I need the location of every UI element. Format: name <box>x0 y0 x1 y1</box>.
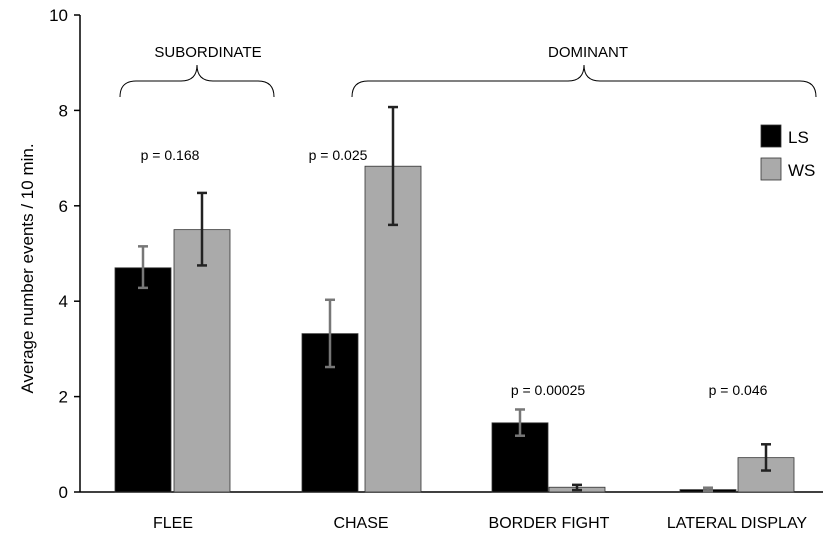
legend-swatch <box>760 124 782 148</box>
category-label: CHASE <box>333 515 388 532</box>
p-value-annotations: p = 0.168 p = 0.025 p = 0.00025 p = 0.046 <box>141 147 768 398</box>
y-tick-label: 10 <box>49 6 68 25</box>
legend: LS WS <box>760 124 815 181</box>
group-brace <box>119 64 275 98</box>
y-axis-label: Average number events / 10 min. <box>18 143 37 393</box>
p-value-label: p = 0.168 <box>141 147 200 163</box>
category-labels: FLEE CHASE BORDER FIGHT LATERAL DISPLAY <box>153 515 807 532</box>
legend-label: WS <box>788 161 815 180</box>
category-label: LATERAL DISPLAY <box>667 515 808 532</box>
y-tick-label: 0 <box>59 483 68 502</box>
group-brace <box>351 64 817 98</box>
y-axis-ticks: 0 2 4 6 8 10 <box>49 6 80 502</box>
bar-ls-flee <box>114 267 172 493</box>
legend-label: LS <box>788 128 809 147</box>
p-value-label: p = 0.025 <box>309 147 368 163</box>
p-value-label: p = 0.046 <box>709 382 768 398</box>
bar-ws-flee <box>173 229 231 493</box>
y-tick-label: 4 <box>59 292 68 311</box>
category-label: FLEE <box>153 515 193 532</box>
bars <box>114 165 795 493</box>
group-braces: SUBORDINATE DOMINANT <box>119 44 817 98</box>
p-value-label: p = 0.00025 <box>511 382 586 398</box>
y-tick-label: 8 <box>59 101 68 120</box>
category-label: BORDER FIGHT <box>489 515 610 532</box>
legend-swatch <box>760 157 782 181</box>
error-bars <box>138 105 771 493</box>
y-tick-label: 2 <box>59 388 68 407</box>
group-label: SUBORDINATE <box>154 44 261 61</box>
y-tick-label: 6 <box>59 197 68 216</box>
group-label: DOMINANT <box>548 44 628 61</box>
